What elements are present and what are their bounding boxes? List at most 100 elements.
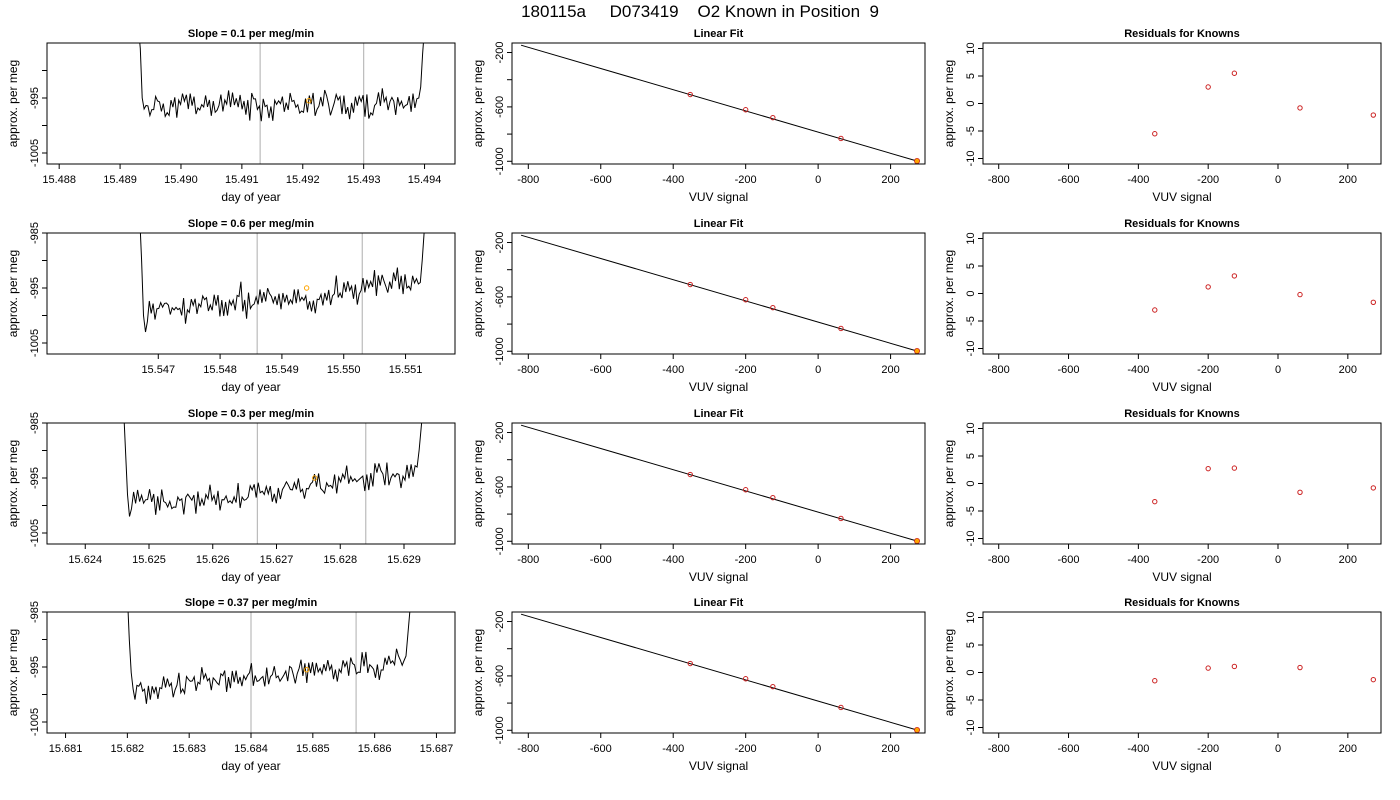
plot-frame: [982, 232, 1382, 355]
x-axis-label: VUV signal: [689, 380, 748, 394]
x-tick-label: -800: [517, 364, 539, 376]
y-tick-label: 10: [965, 42, 977, 54]
y-axis-label: approx. per meg: [942, 440, 956, 527]
y-tick-label: -600: [494, 286, 506, 308]
x-tick-label: 15.624: [68, 554, 102, 566]
panel-fit-row4: -800 -600 -400 -200 0 200 -1000 -600 -200 Linear …: [471, 597, 926, 773]
x-tick-label: -600: [590, 743, 612, 755]
y-tick-label: 0: [965, 480, 977, 486]
residual-point-1: [1152, 678, 1158, 684]
x-tick-label: 200: [881, 743, 899, 755]
y-tick-label: -5: [965, 695, 977, 705]
known-point-1: [687, 471, 693, 478]
fit-line: [520, 424, 918, 542]
x-tick-label: -200: [1197, 174, 1219, 186]
known-point-4: [838, 515, 844, 522]
known-point-2: [742, 297, 749, 303]
x-tick-label: -200: [735, 364, 757, 376]
known-point-3: [770, 114, 776, 121]
panel-title: Residuals for Knowns: [1124, 597, 1240, 609]
x-tick-label: 15.490: [164, 174, 198, 186]
plot-area: [520, 613, 921, 733]
y-tick-label: -985: [29, 222, 41, 244]
x-tick-label: 0: [815, 174, 821, 186]
x-axis-label: day of year: [221, 759, 280, 773]
y-tick-label: -600: [494, 665, 506, 687]
x-tick-label: -400: [1127, 743, 1149, 755]
x-tick-label: -600: [590, 364, 612, 376]
x-tick-label: 15.548: [203, 364, 237, 376]
x-tick-label: 15.493: [347, 174, 381, 186]
plot-area: [1152, 465, 1377, 505]
plot-frame: [511, 422, 926, 545]
panel-resid-row3: -800 -600 -400 -200 0 200 -10 -5 0 5 10 Residuals f…: [942, 408, 1382, 584]
y-axis-label: approx. per meg: [471, 440, 485, 527]
residual-point-1: [1152, 307, 1158, 313]
x-tick-label: -200: [1197, 743, 1219, 755]
panel-title: Linear Fit: [694, 28, 744, 40]
marker-point: [303, 285, 310, 291]
fit-line: [520, 613, 918, 731]
x-tick-label: 15.488: [42, 174, 76, 186]
plot-area: [139, 233, 425, 354]
panel-fit-row2: -800 -600 -400 -200 0 200 -1000 -600 -200 Linear …: [471, 218, 926, 394]
residual-point-3: [1231, 70, 1238, 76]
panel-title: Slope = 0.6 per meg/min: [188, 218, 315, 230]
plot-area: [520, 234, 921, 354]
plot-area: [139, 43, 424, 164]
x-tick-label: 0: [815, 554, 821, 566]
x-tick-label: -200: [735, 554, 757, 566]
y-tick-label: -5: [965, 316, 977, 326]
x-tick-label: 15.686: [358, 743, 392, 755]
residual-point-5: [1370, 676, 1377, 683]
y-tick-label: -10: [965, 341, 977, 357]
x-tick-label: 200: [881, 554, 899, 566]
plot-area: [123, 423, 423, 544]
x-tick-label: -600: [590, 174, 612, 186]
x-tick-label: 200: [1339, 174, 1357, 186]
y-tick-label: 10: [965, 422, 977, 434]
x-tick-label: 0: [1275, 743, 1281, 755]
x-axis-label: day of year: [221, 570, 280, 584]
x-tick-label: -200: [735, 174, 757, 186]
x-axis-label: day of year: [221, 380, 280, 394]
plot-frame: [46, 232, 456, 355]
trace-line: [139, 43, 424, 122]
panel-title: Slope = 0.3 per meg/min: [188, 408, 315, 420]
trace-line: [127, 612, 411, 704]
y-axis-label: approx. per meg: [6, 440, 20, 527]
y-tick-label: -600: [494, 96, 506, 118]
y-tick-label: -200: [494, 42, 506, 64]
residual-point-2: [1205, 84, 1211, 90]
y-tick-label: -200: [494, 232, 506, 254]
marker-point: [303, 667, 310, 673]
y-tick-label: 0: [965, 669, 977, 675]
residual-point-3: [1231, 465, 1238, 471]
y-axis-label: approx. per meg: [471, 250, 485, 337]
panel-title: Slope = 0.37 per meg/min: [185, 597, 318, 609]
x-tick-label: 15.626: [196, 554, 230, 566]
panel-fit-row3: -800 -600 -400 -200 0 200 -1000 -600 -200 Linear …: [471, 408, 926, 584]
plot-area: [1152, 70, 1377, 137]
residual-point-4: [1297, 105, 1303, 111]
x-tick-label: 15.547: [141, 364, 175, 376]
x-tick-label: -800: [517, 554, 539, 566]
y-tick-label: 10: [965, 232, 977, 244]
y-tick-label: -1000: [494, 147, 506, 175]
residual-point-4: [1297, 489, 1303, 495]
y-tick-label: 5: [965, 73, 977, 79]
plot-area: [1152, 663, 1377, 684]
panel-row1-trace: 15.488 15.489 15.490 15.491 15.492 15.493 15.4…: [6, 28, 456, 204]
x-tick-label: 15.625: [132, 554, 166, 566]
x-tick-label: 0: [1275, 174, 1281, 186]
panel-title: Linear Fit: [694, 218, 744, 230]
figure-title: 180115a D073419 O2 Known in Position 9: [521, 2, 879, 21]
x-tick-label: -800: [988, 743, 1010, 755]
fit-line: [520, 44, 918, 162]
known-point-1: [687, 660, 693, 667]
plot-frame: [46, 42, 456, 165]
x-tick-label: -600: [1058, 554, 1080, 566]
residual-point-3: [1231, 273, 1238, 279]
plot-area: [127, 612, 411, 733]
